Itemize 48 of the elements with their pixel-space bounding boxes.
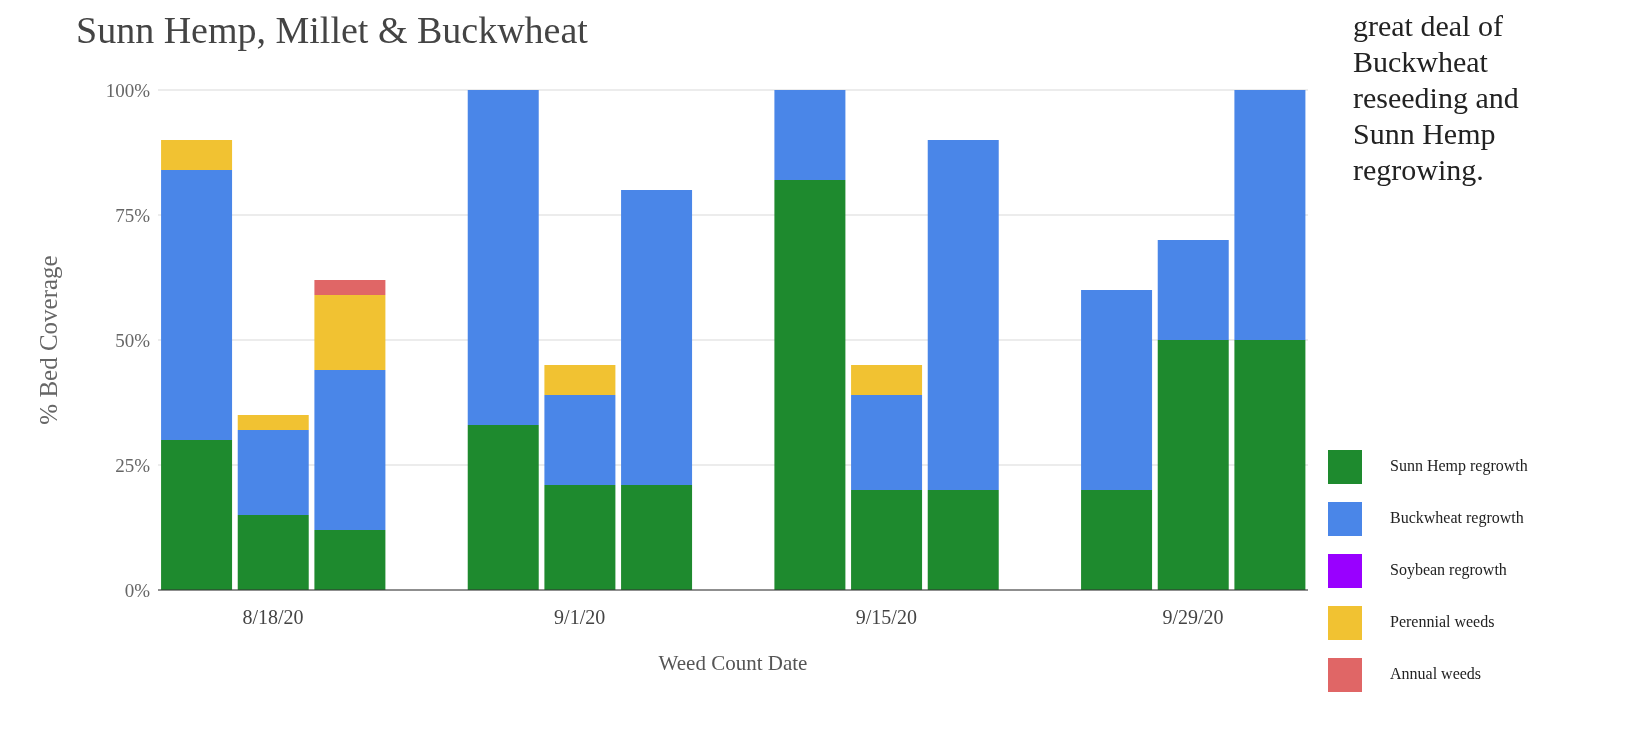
legend-label: Buckwheat regrowth [1390, 509, 1524, 526]
x-axis-title: Weed Count Date [658, 651, 808, 675]
bar [314, 370, 386, 530]
legend-label: Perennial weeds [1390, 613, 1495, 630]
y-tick-label: 50% [115, 329, 151, 351]
bar [851, 395, 923, 490]
bar [467, 90, 539, 425]
bar [1234, 340, 1306, 590]
bar [1234, 90, 1306, 340]
legend-label: Annual weeds [1390, 665, 1482, 682]
bar [467, 425, 539, 590]
bar [927, 490, 999, 590]
x-tick-label: 8/18/20 [242, 606, 304, 629]
y-tick-label: 75% [115, 204, 151, 226]
bar [314, 280, 386, 295]
bar [851, 365, 923, 395]
legend-label: Soybean regrowth [1390, 561, 1507, 578]
bar [544, 395, 616, 485]
bar [1157, 340, 1229, 590]
bar [1081, 490, 1153, 590]
bar [161, 440, 233, 590]
bar [621, 190, 693, 485]
bar [774, 180, 846, 590]
x-tick-label: 9/29/20 [1162, 606, 1224, 629]
y-tick-label: 25% [115, 454, 151, 476]
y-tick-label: 100% [105, 79, 151, 101]
bar [314, 295, 386, 370]
bar [621, 485, 693, 590]
x-tick-label: 9/15/20 [855, 606, 917, 629]
bar [774, 90, 846, 180]
bar [237, 415, 309, 430]
bar [851, 490, 923, 590]
y-axis-title: % Bed Coverage [34, 255, 62, 425]
bar [1157, 240, 1229, 340]
legend-label: Sunn Hemp regrowth [1390, 457, 1528, 474]
bar [1081, 290, 1153, 490]
bar [161, 140, 233, 170]
bar [927, 140, 999, 490]
bar [544, 485, 616, 590]
bar [237, 430, 309, 515]
text: great deal of Buckwheat reseeding and Sunn Hemp regrowing. [1353, 8, 1520, 188]
bar [237, 515, 309, 590]
y-tick-label: 0% [124, 579, 151, 601]
bar [544, 365, 616, 395]
bar [161, 170, 233, 440]
bar [314, 530, 386, 590]
chart-title: Sunn Hemp, Millet & Buckwheat [76, 8, 588, 52]
x-tick-label: 9/1/20 [554, 606, 606, 629]
